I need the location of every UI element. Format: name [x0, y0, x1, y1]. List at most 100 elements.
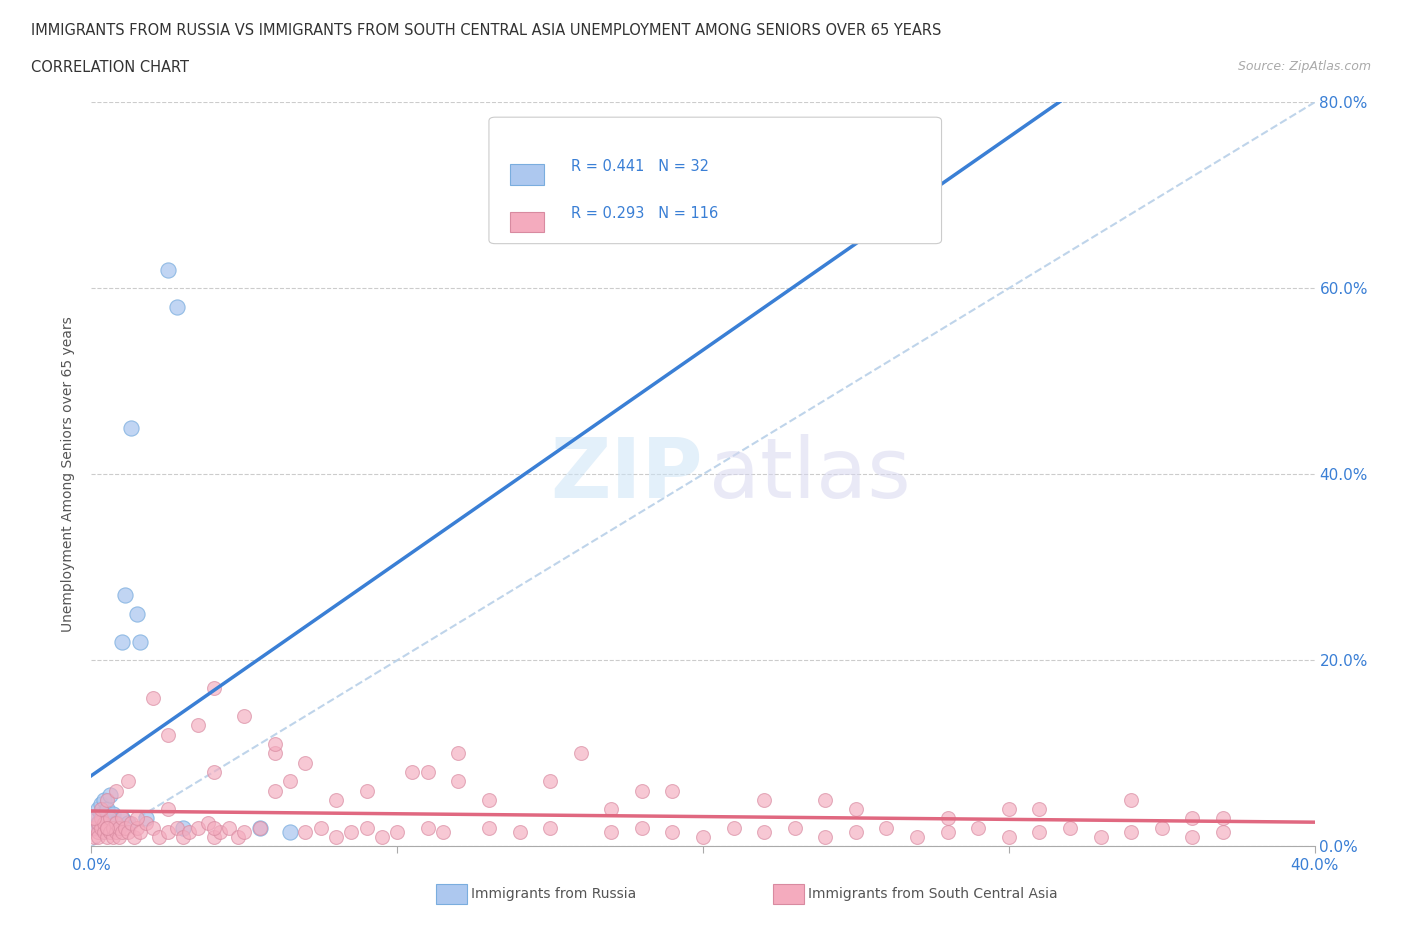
Point [117, 816, 139, 830]
Y-axis label: Unemployment Among Seniors over 65 years: Unemployment Among Seniors over 65 years [62, 316, 76, 632]
Point [661, 825, 683, 840]
Point [631, 820, 654, 835]
Point [278, 825, 301, 840]
Point [98, 811, 121, 826]
Point [122, 830, 145, 844]
Point [202, 681, 225, 696]
Point [875, 820, 898, 835]
Point [90, 802, 112, 817]
Point [509, 825, 531, 840]
Point [179, 825, 201, 840]
Point [101, 820, 124, 835]
Point [208, 825, 231, 840]
Point [1090, 830, 1112, 844]
Point [90, 820, 112, 835]
Point [98, 825, 121, 840]
Point [936, 811, 959, 826]
Text: R = 0.293   N = 116: R = 0.293 N = 116 [571, 206, 718, 221]
Point [325, 792, 347, 807]
Point [83, 811, 105, 826]
Text: atlas: atlas [709, 433, 911, 515]
Point [104, 783, 127, 798]
Point [172, 830, 194, 844]
Point [197, 816, 219, 830]
Point [432, 825, 454, 840]
Point [111, 825, 134, 840]
Point [1212, 825, 1234, 840]
Point [83, 820, 105, 835]
Point [356, 820, 378, 835]
Point [120, 420, 142, 435]
Point [814, 792, 837, 807]
Point [83, 811, 105, 826]
Point [754, 825, 776, 840]
Point [264, 737, 287, 751]
Point [166, 299, 188, 314]
Point [416, 764, 439, 779]
Point [294, 825, 316, 840]
Point [86, 816, 108, 830]
Point [998, 830, 1021, 844]
Point [401, 764, 423, 779]
Point [141, 820, 163, 835]
Point [202, 830, 225, 844]
Point [111, 811, 134, 826]
Point [1121, 792, 1143, 807]
Point [127, 820, 149, 835]
Point [129, 825, 152, 840]
Point [156, 727, 179, 742]
Point [156, 825, 179, 840]
Point [309, 820, 332, 835]
Point [141, 690, 163, 705]
Point [631, 783, 654, 798]
Point [83, 820, 105, 835]
Point [1028, 825, 1050, 840]
Point [114, 588, 136, 603]
Point [340, 825, 363, 840]
Point [93, 792, 115, 807]
Point [1181, 830, 1204, 844]
Point [661, 783, 683, 798]
Point [96, 811, 118, 826]
Point [101, 830, 124, 844]
Text: Immigrants from Russia: Immigrants from Russia [471, 886, 637, 901]
Point [264, 783, 287, 798]
Point [108, 820, 131, 835]
Point [447, 774, 470, 789]
Point [117, 774, 139, 789]
Point [120, 816, 142, 830]
Text: Immigrants from South Central Asia: Immigrants from South Central Asia [808, 886, 1059, 901]
Point [127, 606, 149, 621]
Point [90, 811, 112, 826]
Point [1181, 811, 1204, 826]
Point [998, 802, 1021, 817]
Point [264, 746, 287, 761]
Point [101, 816, 124, 830]
Point [104, 816, 127, 830]
Point [96, 820, 118, 835]
Point [1150, 820, 1173, 835]
Point [416, 820, 439, 835]
Point [1212, 811, 1234, 826]
Point [93, 811, 115, 826]
Point [93, 825, 115, 840]
Point [202, 820, 225, 835]
Point [233, 825, 256, 840]
Point [135, 811, 157, 826]
Point [127, 811, 149, 826]
Point [356, 783, 378, 798]
Point [723, 820, 745, 835]
Point [148, 830, 170, 844]
Point [385, 825, 409, 840]
Point [104, 825, 127, 840]
Point [905, 830, 928, 844]
Point [538, 820, 561, 835]
FancyBboxPatch shape [489, 117, 942, 244]
Point [1028, 802, 1050, 817]
Point [104, 816, 127, 830]
Point [783, 820, 806, 835]
Point [478, 792, 501, 807]
Point [538, 774, 561, 789]
Text: IMMIGRANTS FROM RUSSIA VS IMMIGRANTS FROM SOUTH CENTRAL ASIA UNEMPLOYMENT AMONG : IMMIGRANTS FROM RUSSIA VS IMMIGRANTS FRO… [31, 23, 941, 38]
Point [202, 764, 225, 779]
